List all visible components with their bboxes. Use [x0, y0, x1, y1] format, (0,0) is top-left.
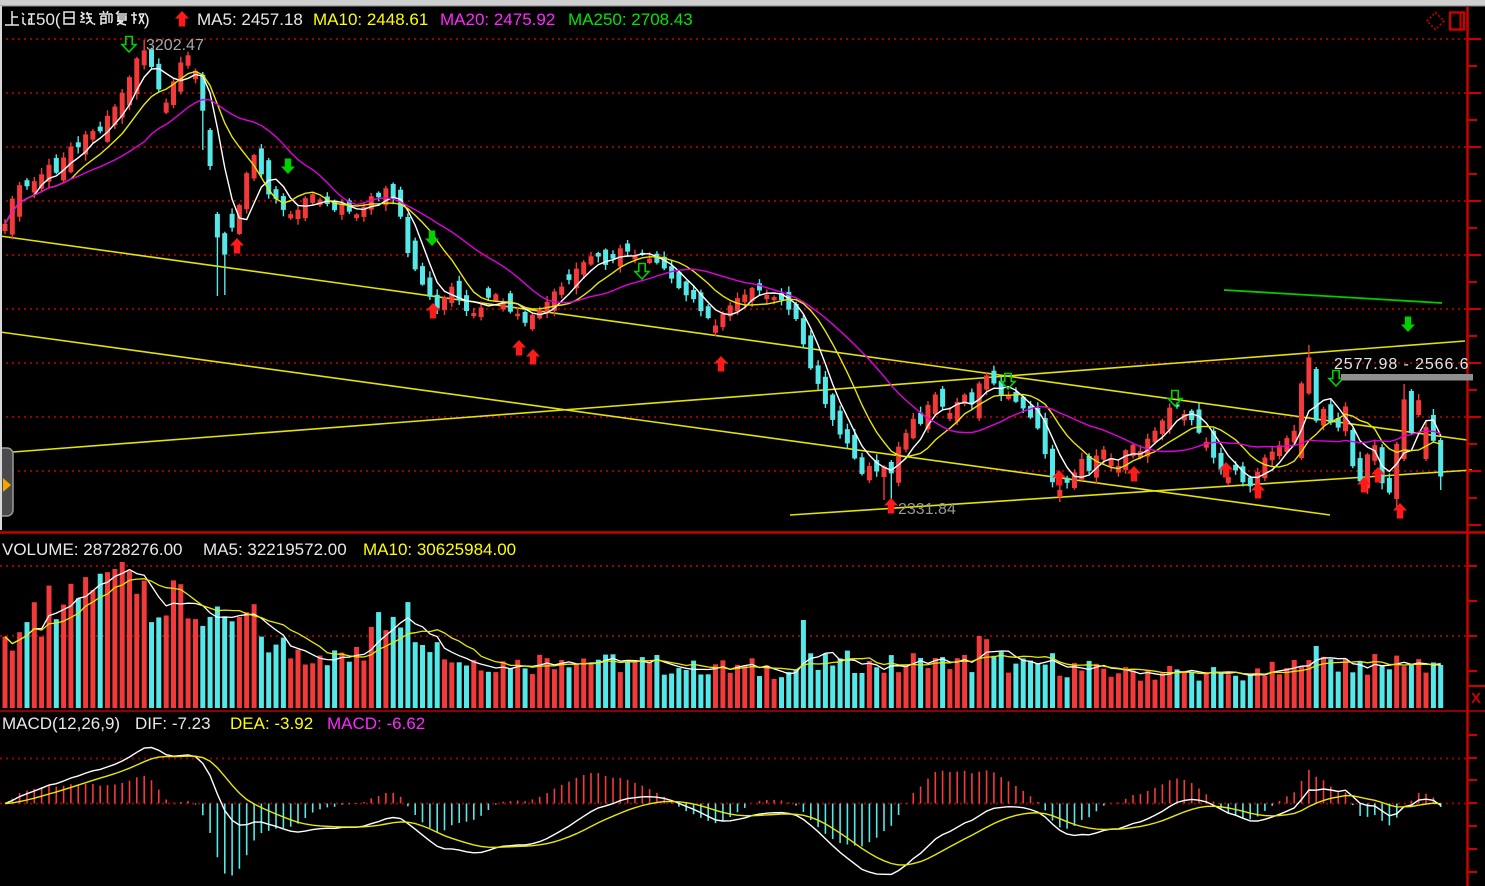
svg-text:MACD: -6.62: MACD: -6.62 — [327, 714, 425, 733]
svg-text:DEA: -3.92: DEA: -3.92 — [230, 714, 313, 733]
svg-text:MA10: 30625984.00: MA10: 30625984.00 — [363, 540, 516, 559]
svg-text:MACD(12,26,9): MACD(12,26,9) — [2, 714, 120, 733]
svg-text:DIF: -7.23: DIF: -7.23 — [135, 714, 211, 733]
svg-text:X: X — [1471, 690, 1481, 707]
svg-text:2331.84: 2331.84 — [898, 501, 956, 518]
svg-text:VOLUME: 28728276.00: VOLUME: 28728276.00 — [2, 540, 183, 559]
svg-text:MA5: 2457.18: MA5: 2457.18 — [197, 10, 303, 29]
svg-text:MA5: 32219572.00: MA5: 32219572.00 — [203, 540, 347, 559]
svg-text:2577.98 - 2566.6: 2577.98 - 2566.6 — [1334, 356, 1469, 373]
svg-text:MA20: 2475.92: MA20: 2475.92 — [440, 10, 555, 29]
svg-text:50(: 50( — [36, 10, 61, 29]
svg-text:3202.47: 3202.47 — [146, 37, 204, 54]
svg-text:MA10: 2448.61: MA10: 2448.61 — [313, 10, 428, 29]
svg-text:MA250: 2708.43: MA250: 2708.43 — [568, 10, 693, 29]
svg-text:.: . — [92, 10, 97, 29]
svg-text:): ) — [144, 10, 150, 29]
